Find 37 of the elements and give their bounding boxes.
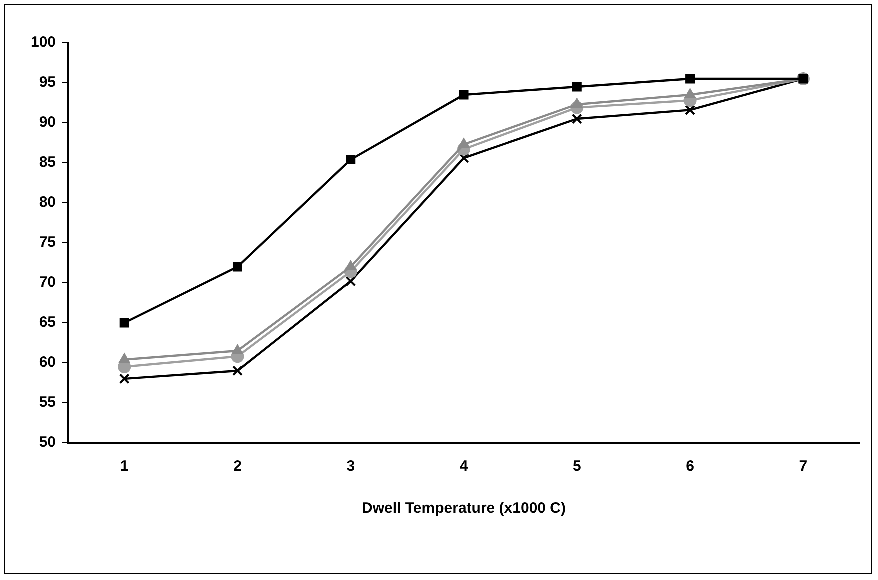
y-tick-label: 100 (30, 34, 56, 52)
point (571, 98, 583, 108)
y-tick-label: 95 (39, 74, 56, 92)
point (232, 262, 242, 272)
point (572, 114, 582, 124)
y-tick-label: 90 (39, 114, 56, 132)
y-tick-label: 65 (39, 314, 56, 332)
x-tick-label: 1 (120, 458, 129, 476)
point (686, 74, 696, 84)
point (345, 260, 357, 270)
point (685, 104, 696, 116)
y-tick-label: 70 (39, 274, 56, 292)
x-tick-label: 4 (460, 458, 469, 476)
y-tick-label: 75 (39, 234, 56, 252)
point (346, 155, 356, 165)
point (458, 152, 470, 164)
y-tick-label: 55 (39, 394, 56, 412)
point (459, 90, 469, 100)
y-tick-label: 60 (39, 354, 56, 372)
x-tick-label: 3 (346, 458, 356, 476)
x-tick-label: 2 (234, 458, 242, 476)
x-tick-label: 6 (686, 458, 694, 476)
point (346, 276, 356, 287)
point (119, 374, 130, 384)
y-tick-label: 80 (39, 194, 56, 212)
point (458, 138, 470, 148)
x-tick-label: 7 (799, 458, 808, 476)
y-tick-label: 50 (39, 434, 56, 452)
point (118, 353, 130, 364)
point (232, 344, 244, 354)
x-tick-label: 5 (572, 458, 582, 476)
point (572, 82, 582, 92)
point (120, 318, 130, 328)
point (232, 366, 243, 376)
y-tick-label: 85 (39, 154, 56, 172)
x-axis-title: Dwell Temperature (x1000 C) (362, 500, 566, 518)
point (684, 88, 696, 98)
